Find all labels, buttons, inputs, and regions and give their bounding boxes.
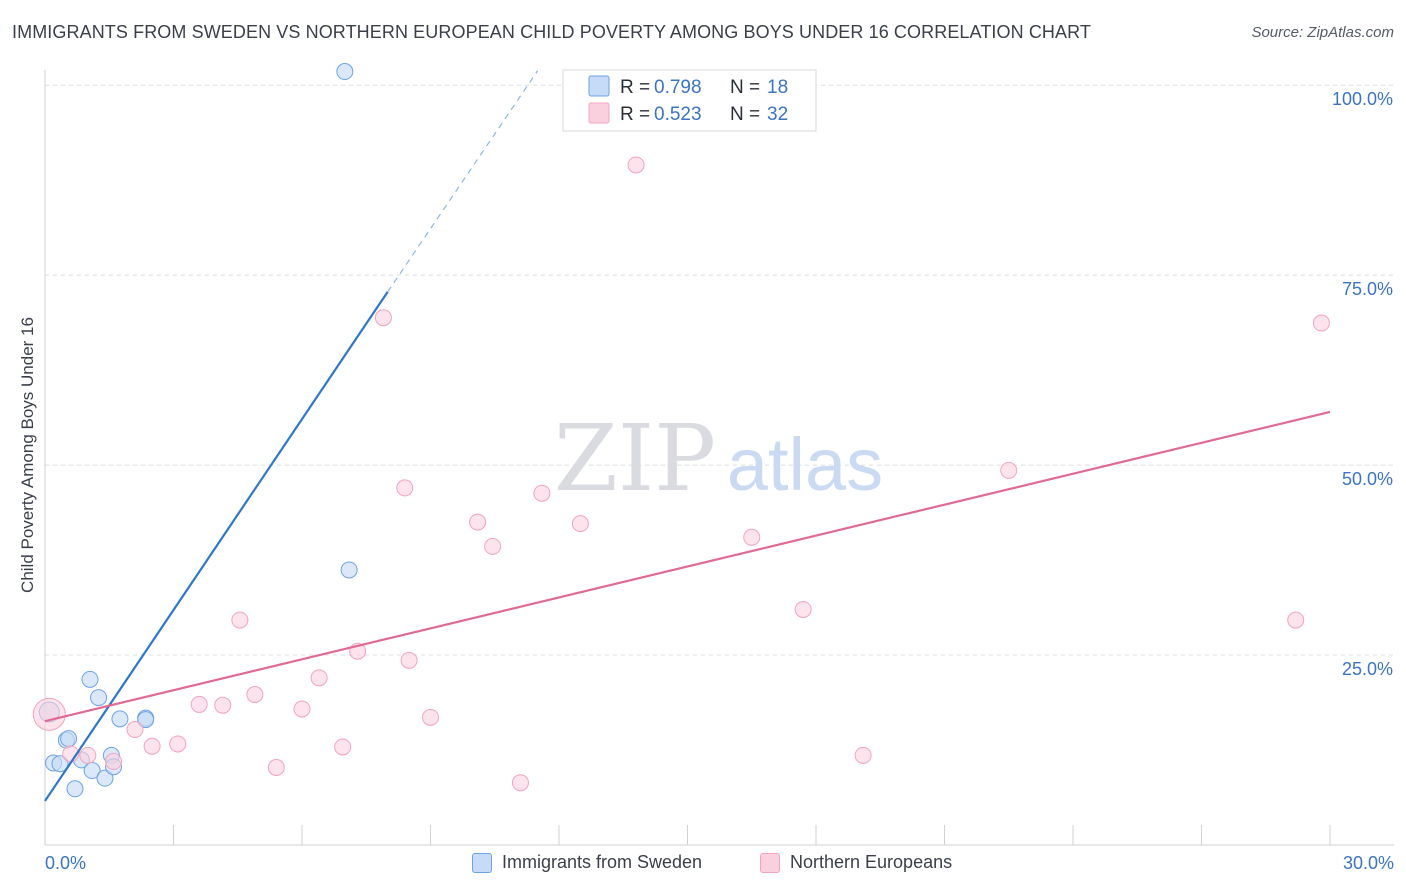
point-sweden-13 [111,710,129,728]
point-northern-0 [32,697,66,731]
axes [44,70,1394,846]
legend: Immigrants from Sweden Northern European… [0,850,1406,880]
point-northern-13 [310,669,328,687]
point-sweden-4 [60,730,78,748]
stats-r-label-sweden: R = [620,77,650,98]
grid [45,84,1394,656]
point-northern-22 [511,774,529,792]
legend-label-northern: Northern Europeans [790,852,953,872]
point-northern-11 [267,759,285,776]
point-northern-24 [571,515,589,533]
point-northern-10 [246,686,264,704]
source-label: Source: ZipAtlas.com [1251,24,1394,41]
data-points [32,63,1330,798]
y-tick-label-1: 50.0% [1342,469,1393,489]
stats-n-value-northern: 32 [767,104,788,125]
point-sweden-15 [137,711,155,729]
stats-r-value-sweden: 0.798 [654,77,702,98]
trend-line-sweden-extension [387,70,539,293]
point-northern-28 [854,746,872,764]
point-sweden-5 [66,780,84,798]
point-northern-16 [374,309,392,327]
stats-r-value-northern: 0.523 [654,104,702,125]
legend-item-sweden[interactable]: Immigrants from Sweden [472,852,702,873]
point-northern-4 [126,721,144,739]
point-northern-27 [794,600,812,618]
trend-line-northern [44,410,1331,723]
point-northern-5 [143,737,161,755]
point-northern-29 [1000,461,1018,479]
legend-swatch-sweden [472,852,492,873]
point-northern-17 [396,479,414,497]
point-northern-31 [1312,314,1330,332]
stats-r-label-northern: R = [620,104,650,125]
point-northern-21 [484,537,502,555]
point-sweden-2 [51,755,69,773]
watermark-zip: ZIP [554,405,716,512]
point-sweden-7 [81,670,99,688]
trend-lines [44,70,1331,802]
point-sweden-10 [96,769,114,787]
watermark-atlas: atlas [727,423,883,506]
point-northern-2 [79,746,97,764]
point-northern-20 [469,513,487,531]
stats-legend-swatch-northern [588,102,610,124]
y-axis-label: Child Poverty Among Boys Under 16 [18,317,37,593]
y-tick-labels: 25.0% 50.0% 75.0% 100.0% [1332,89,1393,679]
x-tick-label-min: 0.0% [45,853,86,873]
point-northern-23 [533,484,551,502]
point-northern-7 [190,695,208,713]
legend-swatch-northern [760,852,780,873]
point-northern-14 [334,738,352,756]
watermark: ZIP atlas [554,405,883,512]
point-northern-25 [627,156,645,174]
legend-item-northern[interactable]: Northern Europeans [760,852,952,873]
stats-legend: R = 0.798 N = 18 R = 0.523 N = 32 [562,69,817,132]
point-northern-8 [214,696,232,714]
point-sweden-9 [90,689,108,707]
point-northern-19 [422,708,439,726]
stats-n-value-sweden: 18 [767,77,788,98]
x-tick-label-max: 30.0% [1343,853,1394,873]
point-northern-30 [1287,611,1305,629]
point-northern-3 [105,752,123,770]
point-northern-26 [743,528,761,546]
point-northern-6 [169,735,187,753]
point-sweden-17 [340,561,358,579]
point-northern-18 [400,651,418,669]
stats-n-label-northern: N = [730,104,760,125]
stats-n-label-sweden: N = [730,77,760,98]
legend-label-sweden: Immigrants from Sweden [502,852,703,872]
y-tick-label-0: 25.0% [1342,659,1393,679]
stats-legend-swatch-sweden [588,75,610,97]
point-northern-9 [231,611,249,629]
point-sweden-16 [336,63,354,81]
trend-line-sweden [44,291,389,802]
point-northern-12 [293,700,311,718]
y-tick-label-2: 75.0% [1342,279,1393,299]
chart-title: IMMIGRANTS FROM SWEDEN VS NORTHERN EUROP… [12,22,1091,42]
y-tick-label-3: 100.0% [1332,89,1393,109]
